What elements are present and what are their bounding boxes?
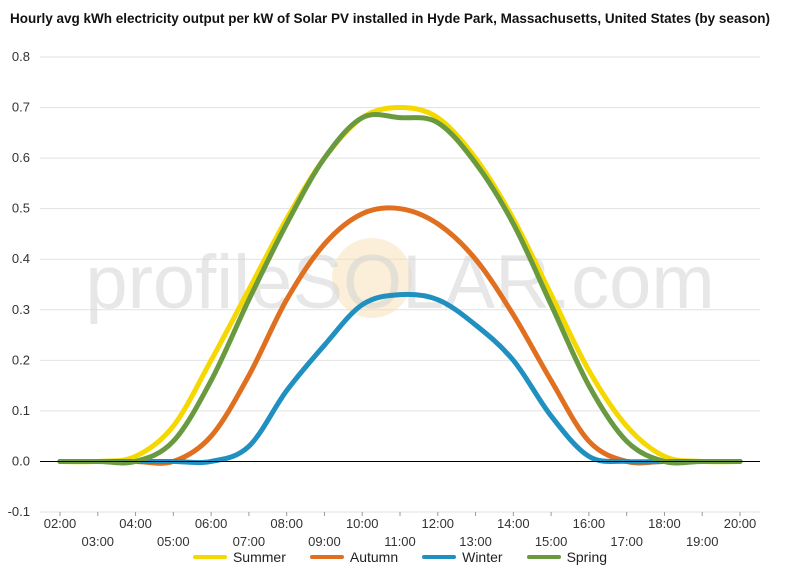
x-tick-label: 08:00 [270,516,303,531]
series-line-spring [57,111,743,466]
legend-swatch [192,555,227,559]
y-tick-label: 0.4 [12,251,30,266]
y-tick-label: 0.6 [12,150,30,165]
x-tick-label: 11:00 [384,534,416,549]
x-tick-label: 19:00 [686,534,719,549]
y-tick-label: -0.1 [8,504,30,519]
x-tick-label: 15:00 [535,534,568,549]
axis-layer: 0.8 0.7 0.6 0.5 0.4 0.3 0.2 0.1 0.0 -0.1 02:00 03:0… [8,49,760,549]
x-tick-label: 10:00 [346,516,379,531]
legend-swatch [526,555,561,559]
legend-label: Summer [232,549,286,565]
legend-swatch [422,555,457,559]
y-tick-label: 0.3 [12,302,30,317]
x-tick-label: 04:00 [119,516,152,531]
x-tick-label: 14:00 [497,516,530,531]
x-tick-label: 09:00 [308,534,341,549]
watermark-sun-icon [332,238,412,318]
y-tick-label: 0.5 [12,201,30,216]
legend-swatch [309,555,344,559]
legend-item-winter[interactable]: Winter [422,549,503,565]
x-tick-label: 05:00 [157,534,190,549]
watermark-text: profileSOLAR.com [85,240,714,325]
y-tick-label: 0.0 [12,453,30,468]
x-tick-label: 20:00 [724,516,757,531]
x-tick-label: 16:00 [573,516,606,531]
chart-title: Hourly avg kWh electricity output per kW… [10,11,770,26]
y-tick-label: 0.1 [12,403,30,418]
legend-label: Winter [462,549,503,565]
x-tick-label: 07:00 [233,534,266,549]
legend-label: Autumn [349,549,399,565]
x-tick-label: 17:00 [610,534,643,549]
x-tick-label: 13:00 [459,534,492,549]
x-tick-label: 06:00 [195,516,228,531]
x-tick-label: 18:00 [648,516,681,531]
y-tick-label: 0.7 [12,100,30,115]
legend-item-spring[interactable]: Spring [526,549,608,565]
x-tick-label: 02:00 [44,516,77,531]
series-line-summer [57,105,743,465]
y-tick-label: 0.2 [12,352,30,367]
legend-label: Spring [566,549,608,565]
x-tick-label: 03:00 [82,534,115,549]
watermark-layer: profileSOLAR.com [85,238,715,325]
legend: Summer Autumn Winter Spring [0,549,800,565]
y-tick-label: 0.8 [12,49,30,64]
x-tick-label: 12:00 [422,516,455,531]
legend-item-autumn[interactable]: Autumn [309,549,399,565]
legend-item-summer[interactable]: Summer [192,549,286,565]
